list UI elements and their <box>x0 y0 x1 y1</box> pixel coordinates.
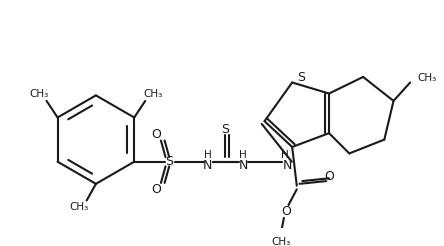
Text: CH₃: CH₃ <box>417 73 437 83</box>
Text: H: H <box>239 150 247 160</box>
Text: O: O <box>151 183 161 196</box>
Text: O: O <box>281 205 291 218</box>
Text: N: N <box>282 159 292 172</box>
Text: S: S <box>165 155 173 168</box>
Text: H: H <box>204 150 212 160</box>
Text: CH₃: CH₃ <box>30 90 49 99</box>
Text: N: N <box>203 159 213 172</box>
Text: O: O <box>151 128 161 140</box>
Text: CH₃: CH₃ <box>70 202 89 212</box>
Text: O: O <box>324 170 334 183</box>
Text: H: H <box>281 150 288 160</box>
Text: N: N <box>238 159 248 172</box>
Text: S: S <box>222 123 230 136</box>
Text: CH₃: CH₃ <box>143 90 162 99</box>
Text: CH₃: CH₃ <box>271 237 291 246</box>
Text: S: S <box>297 71 305 84</box>
